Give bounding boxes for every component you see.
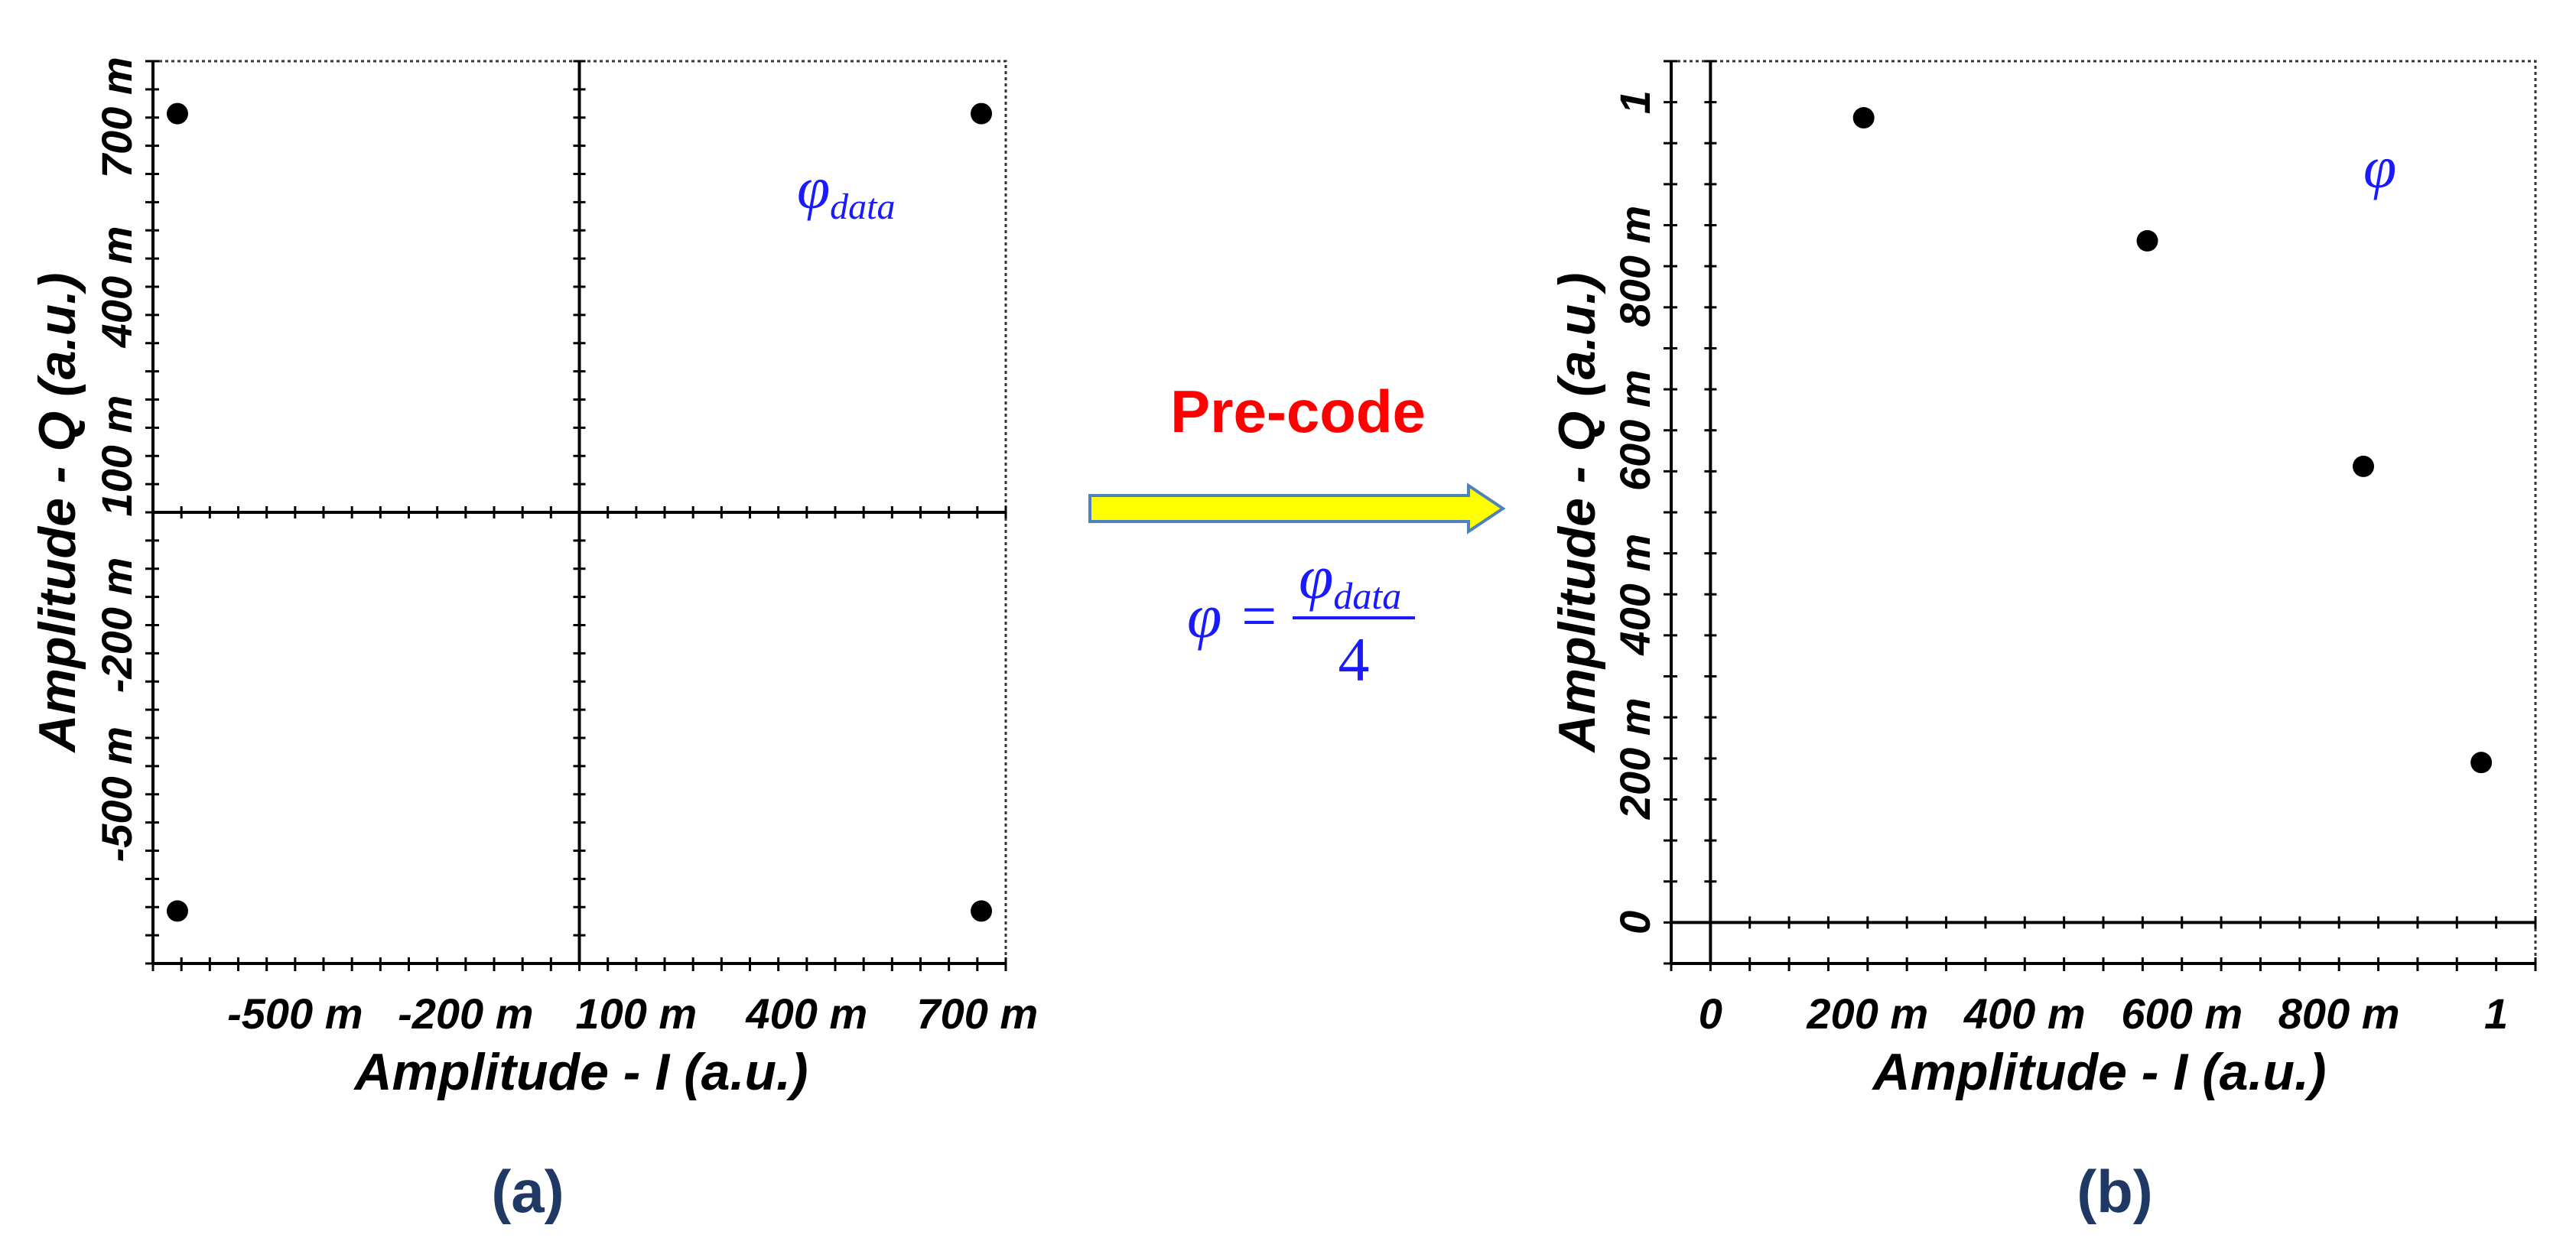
x-tick-label: -500 m [227,989,363,1038]
x-axis-label-b: Amplitude - I (a.u.) [1871,1043,2326,1101]
x-tick-label: 400 m [1963,989,2086,1038]
y-tick-label: 100 m [93,395,141,517]
formula-numerator-symbol: φ [1299,542,1333,612]
x-axis-label-a: Amplitude - I (a.u.) [353,1043,808,1101]
x-tick-label: 800 m [2278,989,2400,1038]
phi-annotation: φ [2363,134,2396,200]
formula-numerator: φdata [1299,542,1401,617]
precode-arrow [1088,483,1506,535]
data-point [166,900,188,922]
x-tick-label: 700 m [916,989,1038,1038]
chart-panel-b: 0 200 m 400 m 600 m 800 m 1 0 200 m 400 m 600 m 8… [1548,60,2537,1225]
precode-transform: Pre-code φ = φdata 4 [1088,378,1506,694]
data-point [2353,455,2375,477]
y-tick-label: 1 [1611,90,1659,114]
y-axis-label-b: Amplitude - Q (a.u.) [1548,272,1606,753]
x-tick-label: 100 m [575,989,697,1038]
axes-b [1670,61,2535,965]
y-tick-label: 600 m [1611,369,1659,491]
phi-subscript: data [830,187,895,227]
formula-lhs: φ = [1187,581,1280,651]
x-tick-label: -200 m [398,989,533,1038]
x-tick-labels-b: 0 200 m 400 m 600 m 800 m 1 [1699,989,2508,1038]
ticks-a [145,60,1007,971]
y-tick-label: 800 m [1611,206,1659,327]
panel-label-a: (a) [491,1158,564,1225]
chart-panel-a: -500 m -200 m 100 m 400 m 700 m -500 m -200 m… [28,57,1038,1225]
x-tick-labels-a: -500 m -200 m 100 m 400 m 700 m [227,989,1038,1038]
ticks-b [1664,60,2537,971]
x-tick-label: 200 m [1806,989,1928,1038]
y-tick-label: 400 m [93,226,141,349]
data-point [166,102,188,125]
plot-frame-b [1670,60,2537,965]
y-tick-label: 400 m [1611,534,1659,656]
data-point [971,102,993,125]
y-tick-label: 200 m [1611,697,1659,820]
panel-label-b: (b) [2077,1158,2153,1225]
y-tick-labels-a: -500 m -200 m 100 m 400 m 700 m [93,57,141,862]
x-tick-label: 600 m [2121,989,2243,1038]
y-tick-labels-b: 0 200 m 400 m 600 m 800 m 1 [1611,90,1659,934]
formula-numerator-subscript: data [1333,574,1401,617]
phi-data-annotation: φdata [797,154,896,227]
data-point [1852,107,1875,129]
y-axis-label-a: Amplitude - Q (a.u.) [28,272,86,753]
y-tick-label: 700 m [93,57,141,178]
data-point [2136,229,2158,252]
data-point [971,900,993,922]
data-points-b [1852,107,2493,774]
precode-label: Pre-code [1170,378,1426,445]
phi-symbol: φ [797,154,830,221]
x-tick-label: 0 [1699,989,1722,1038]
data-points-a [166,102,993,922]
y-tick-label: -200 m [93,557,141,693]
y-tick-label: -500 m [93,726,141,862]
formula-denominator: 4 [1338,625,1370,694]
y-tick-label: 0 [1611,911,1659,934]
x-tick-label: 400 m [745,989,867,1038]
data-point [2470,752,2493,774]
x-tick-label: 1 [2484,989,2508,1038]
